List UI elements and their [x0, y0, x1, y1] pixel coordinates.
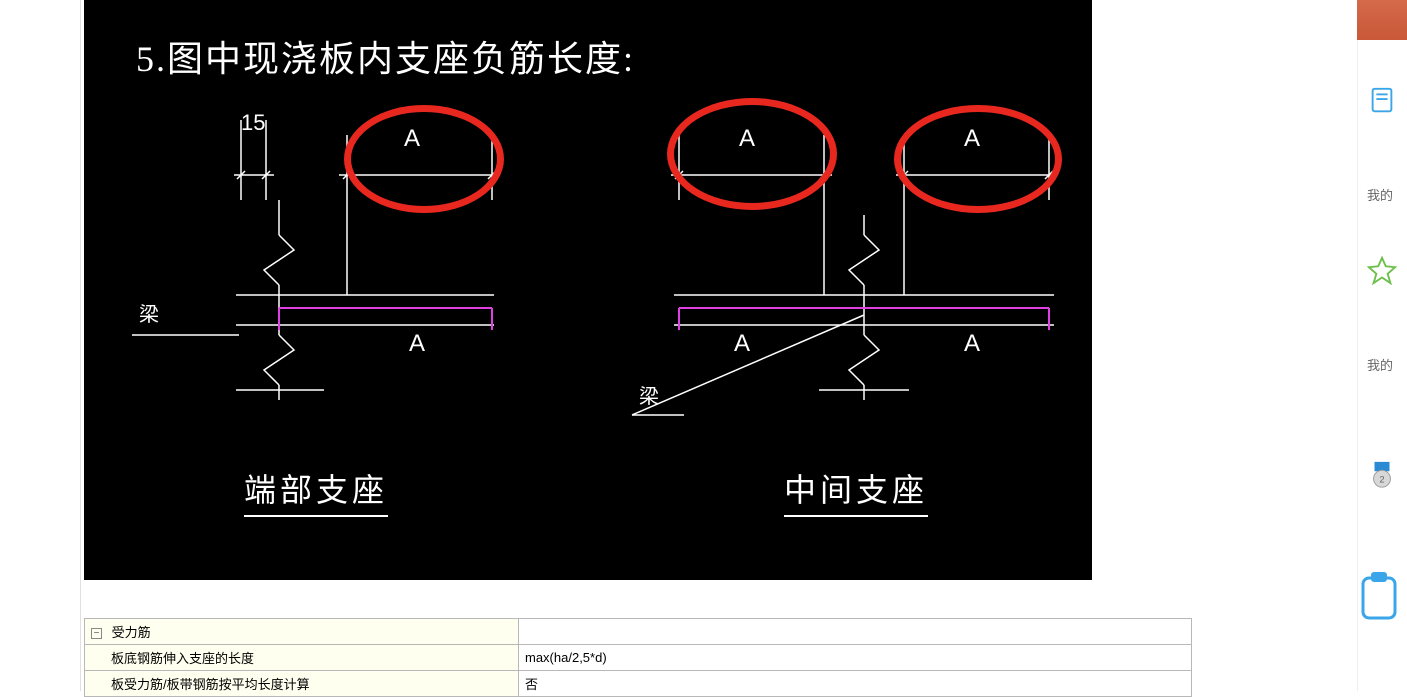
cad-diagram-image: 5.图中现浇板内支座负筋长度: — [84, 0, 1092, 580]
table-section-header-row[interactable]: − 受力筋 — [85, 619, 1192, 645]
annotation-circle-1 — [344, 105, 504, 213]
table-row[interactable]: 板底钢筋伸入支座的长度 max(ha/2,5*d) — [85, 645, 1192, 671]
note-icon[interactable] — [1365, 85, 1399, 115]
beam-label-right: 梁 — [639, 380, 659, 409]
bracket-a-right2-label: A — [964, 330, 980, 358]
annotation-circle-3 — [894, 105, 1062, 213]
parameter-table-container: − 受力筋 板底钢筋伸入支座的长度 max(ha/2,5*d) 板受力筋/板带钢… — [84, 618, 1192, 697]
annotation-circle-2 — [667, 98, 837, 210]
main-content: 5.图中现浇板内支座负筋长度: — [80, 0, 1200, 691]
param-value[interactable]: 否 — [519, 671, 1192, 697]
right-sidebar: 我的 我的 2 — [1357, 0, 1407, 691]
medal-icon[interactable]: 2 — [1365, 460, 1399, 490]
beam-label-left: 梁 — [139, 298, 159, 327]
bracket-a-left-label: A — [409, 330, 425, 358]
section-label-right: 中间支座 — [784, 465, 928, 517]
sidebar-label-1[interactable]: 我的 — [1367, 185, 1407, 204]
section-header-text: 受力筋 — [112, 625, 151, 640]
svg-text:2: 2 — [1379, 475, 1384, 485]
star-icon[interactable] — [1365, 255, 1399, 285]
dim-15-label: 15 — [241, 110, 265, 136]
table-row[interactable]: 板受力筋/板带钢筋按平均长度计算 否 — [85, 671, 1192, 697]
clipboard-icon[interactable] — [1359, 570, 1399, 620]
collapse-icon[interactable]: − — [91, 628, 102, 639]
param-label: 板底钢筋伸入支座的长度 — [85, 645, 519, 671]
section-label-left: 端部支座 — [244, 465, 388, 517]
sidebar-thumbnail[interactable] — [1357, 0, 1407, 40]
parameter-table: − 受力筋 板底钢筋伸入支座的长度 max(ha/2,5*d) 板受力筋/板带钢… — [84, 618, 1192, 697]
bracket-a-right1-label: A — [734, 330, 750, 358]
sidebar-label-2[interactable]: 我的 — [1367, 355, 1407, 374]
param-label: 板受力筋/板带钢筋按平均长度计算 — [85, 671, 519, 697]
cad-svg-canvas — [84, 0, 1092, 580]
param-value[interactable]: max(ha/2,5*d) — [519, 645, 1192, 671]
